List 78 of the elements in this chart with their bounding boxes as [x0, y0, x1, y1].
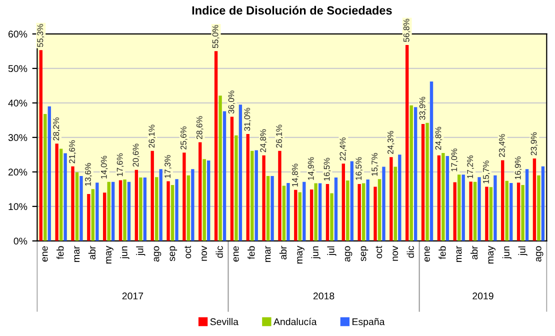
x-tick-label: may: [488, 246, 496, 264]
data-label: 20,6%: [132, 144, 140, 167]
x-tick-label: feb: [248, 246, 255, 260]
data-label: 31,0%: [244, 108, 252, 131]
data-label: 23,9%: [530, 132, 538, 156]
x-tick-label: ene: [424, 246, 430, 262]
x-tick-label: jul: [518, 246, 528, 256]
x-tick-label: ene: [42, 246, 48, 262]
data-label: 17,3%: [164, 155, 172, 178]
data-label: 14,0%: [100, 156, 108, 179]
y-tick-label: 30%: [8, 134, 28, 142]
x-tick-label: may: [106, 246, 114, 264]
x-tick-label: jun: [120, 246, 130, 259]
data-label: 16,5%: [324, 158, 331, 181]
x-tick-label: may: [297, 246, 304, 264]
data-label: 23,4%: [498, 134, 506, 157]
x-tick-label: mar: [456, 246, 462, 262]
data-label: 21,6%: [69, 140, 76, 164]
data-label: 56,8%: [403, 18, 410, 42]
x-tick-label: ago: [344, 246, 352, 262]
data-label: 28,6%: [196, 116, 204, 140]
y-tick-label: 40%: [8, 100, 28, 107]
x-tick-label: mar: [74, 246, 80, 262]
x-tick-label: sep: [170, 246, 178, 262]
x-tick-label: oct: [376, 246, 382, 258]
x-tick-label: ago: [154, 246, 162, 262]
data-label: 28,2%: [53, 118, 60, 140]
data-label: 25,6%: [180, 126, 188, 150]
data-label: 14,8%: [292, 164, 299, 186]
x-tick-label: mar: [265, 246, 271, 262]
x-tick-label: abr: [279, 246, 287, 260]
legend-label: Andalucía: [274, 318, 317, 326]
chart-title: Indice de Disolución de Sociedades: [192, 6, 392, 15]
x-tick-label: dic: [216, 246, 223, 258]
data-label: 16,5%: [356, 157, 363, 180]
x-tick-label: feb: [56, 246, 64, 260]
data-label: 33,9%: [419, 96, 426, 120]
data-label: 55,3%: [37, 24, 44, 48]
text: 2017: [122, 292, 144, 300]
data-label: 36,0%: [228, 90, 236, 114]
x-tick-label: jul: [136, 246, 146, 256]
data-label: 17,6%: [116, 153, 124, 176]
data-label: 15,7%: [372, 153, 378, 176]
data-label: 14,9%: [308, 157, 315, 180]
x-tick-label: feb: [438, 246, 446, 260]
data-label: 22,4%: [340, 138, 347, 160]
data-label: 15,7%: [483, 160, 490, 184]
x-tick-label: jul: [327, 246, 336, 256]
x-tick-label: nov: [392, 246, 398, 261]
data-label: 26,1%: [276, 124, 283, 148]
data-label: 26,1%: [148, 124, 156, 148]
data-label: 55,0%: [212, 25, 220, 48]
x-tick-label: ago: [536, 246, 544, 262]
y-tick-label: 60%: [8, 30, 28, 38]
x-tick-label: abr: [88, 246, 96, 260]
data-label: 24,8%: [260, 129, 268, 152]
data-label: 17,0%: [451, 148, 458, 172]
y-tick-label: 20%: [8, 168, 28, 176]
y-tick-label: 50%: [8, 65, 28, 72]
text: 2018: [313, 292, 334, 300]
y-tick-label: 0%: [14, 238, 28, 245]
text: 2019: [472, 292, 494, 300]
x-tick-label: sep: [360, 246, 368, 262]
legend-label: Sevilla: [210, 318, 238, 326]
x-tick-label: nov: [202, 246, 207, 261]
x-tick-label: jun: [311, 246, 320, 259]
x-tick-label: abr: [470, 246, 478, 260]
data-label: 24,3%: [388, 130, 394, 154]
data-label: 24,8%: [435, 126, 442, 150]
y-tick-label: 10%: [8, 203, 28, 210]
legend-label: España: [352, 318, 385, 328]
x-tick-label: ene: [233, 246, 239, 262]
x-tick-label: jun: [502, 246, 512, 259]
x-tick-label: dic: [406, 246, 414, 258]
data-label: 16,9%: [514, 156, 522, 180]
data-label: 13,6%: [85, 163, 92, 186]
data-label: 17,2%: [467, 155, 474, 178]
x-tick-label: oct: [184, 246, 192, 258]
